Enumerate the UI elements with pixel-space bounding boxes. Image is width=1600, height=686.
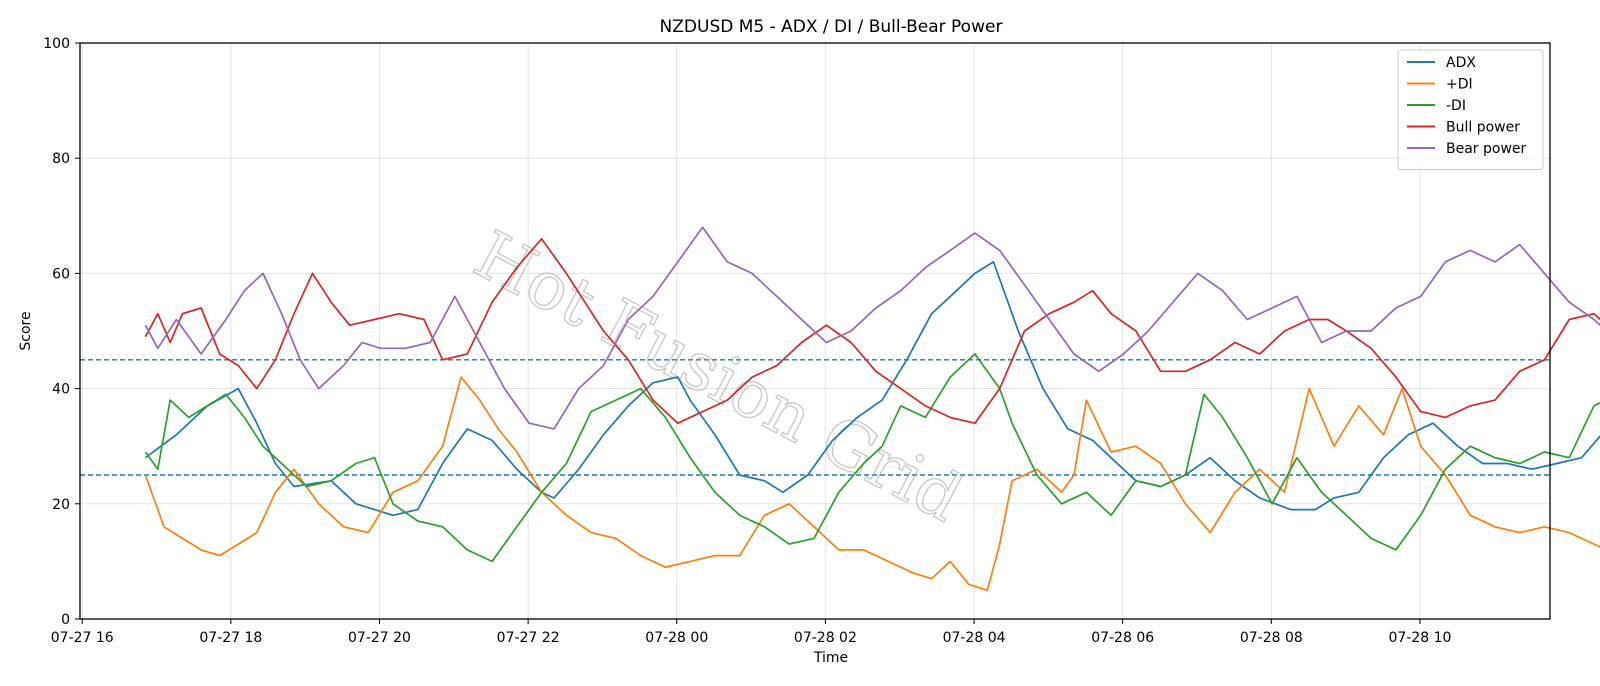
y-tick-label: 40 [52,382,70,398]
x-tick-label: 07-27 20 [348,630,411,646]
legend-label: ADX [1446,55,1476,71]
x-tick-label: 07-27 18 [199,630,262,646]
series-line-bull-power [144,237,1600,425]
series-line-bear-power [144,226,1600,430]
x-axis-title: Time [813,650,848,666]
legend-label: Bull power [1446,120,1520,136]
legend-label: -DI [1446,98,1466,114]
series-lines [144,226,1600,592]
series-line-adx [144,261,1600,517]
x-axis: 07-27 16 07-27 18 07-27 20 07-27 22 07-28 00… [51,619,1451,646]
x-tick-label: 07-28 10 [1388,630,1451,646]
y-tick-label: 20 [52,497,70,513]
plot-frame [79,42,1551,620]
y-tick-label: 80 [52,151,70,167]
y-tick-label: 100 [43,36,70,52]
threshold-lines [80,359,1550,476]
series-line--di [144,353,1600,563]
legend-box [1397,49,1544,170]
y-axis: 0 20 40 60 80 100 [43,36,80,628]
x-tick-label: 07-28 06 [1091,630,1154,646]
x-tick-label: 07-28 04 [943,630,1006,646]
y-tick-label: 60 [52,266,70,282]
legend: ADX +DI -DI Bull power Bear power [1397,49,1544,170]
legend-label: +DI [1446,77,1473,93]
y-tick-label: 0 [61,612,70,628]
chart-title: NZDUSD M5 - ADX / DI / Bull-Bear Power [660,17,1003,37]
y-axis-title: Score [18,311,34,350]
x-tick-label: 07-27 16 [51,630,114,646]
series-line--di [144,376,1600,592]
x-tick-label: 07-28 08 [1240,630,1303,646]
legend-label: Bear power [1446,141,1527,157]
x-tick-label: 07-28 00 [645,630,708,646]
x-tick-label: 07-28 02 [794,630,857,646]
x-tick-label: 07-27 22 [497,630,560,646]
